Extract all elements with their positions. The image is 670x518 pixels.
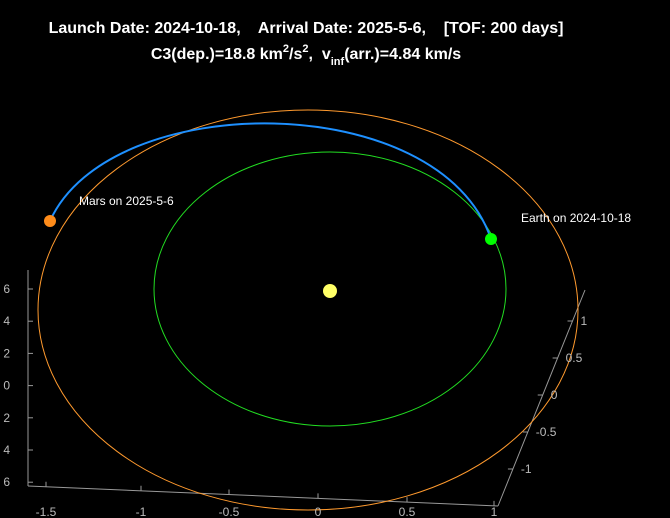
right-tick-label: 1 — [581, 314, 588, 328]
mars-orbit — [37, 109, 579, 511]
right-tick-label: 0.5 — [566, 351, 583, 365]
bottom-axis — [27, 485, 499, 507]
title-sup: 2 — [283, 43, 289, 55]
earth-label: Earth on 2024-10-18 — [521, 211, 631, 225]
tick-labels: -1.5 -1 -0.5 0 0.5 1 6 4 2 0 2 4 6 1 0.5 0 -0.5 -1 — [3, 282, 587, 518]
earth-orbit — [153, 151, 507, 427]
x-tick-label: -1 — [136, 505, 147, 518]
title-sup: 2 — [302, 43, 308, 55]
x-tick-label: 0 — [315, 505, 322, 518]
mars-label: Mars on 2025-5-6 — [79, 194, 174, 208]
mars-marker — [44, 215, 56, 227]
right-axis — [497, 289, 586, 507]
x-tick-label: -1.5 — [36, 505, 57, 518]
left-tick-label: 2 — [3, 346, 10, 360]
x-tick-label: -0.5 — [219, 505, 240, 518]
sun — [323, 284, 337, 298]
title-part: C3(dep.)=18.8 km — [151, 46, 283, 63]
left-tick-label: 6 — [3, 282, 10, 296]
left-tick-label: 0 — [3, 379, 10, 393]
left-tick-label: 4 — [3, 443, 10, 457]
x-tick-label: 0.5 — [399, 505, 416, 518]
right-tick-label: 0 — [551, 388, 558, 402]
title-part: , v — [309, 46, 331, 63]
left-tick-label: 4 — [3, 314, 10, 328]
title-part: (arr.)=4.84 km/s — [344, 46, 461, 63]
right-tick-label: -0.5 — [536, 425, 557, 439]
x-tick-label: 1 — [491, 505, 498, 518]
left-tick-label: 2 — [3, 411, 10, 425]
title-sub: inf — [331, 56, 345, 68]
transfer-trajectory — [49, 122, 492, 240]
earth-marker — [485, 233, 497, 245]
left-tick-label: 6 — [3, 475, 10, 489]
title-line-1: Launch Date: 2024-10-18, Arrival Date: 2… — [49, 20, 564, 37]
right-tick-label: -1 — [521, 462, 532, 476]
title-part: /s — [289, 46, 302, 63]
title-line-2: C3(dep.)=18.8 km2/s2, vinf(arr.)=4.84 km… — [151, 43, 461, 68]
